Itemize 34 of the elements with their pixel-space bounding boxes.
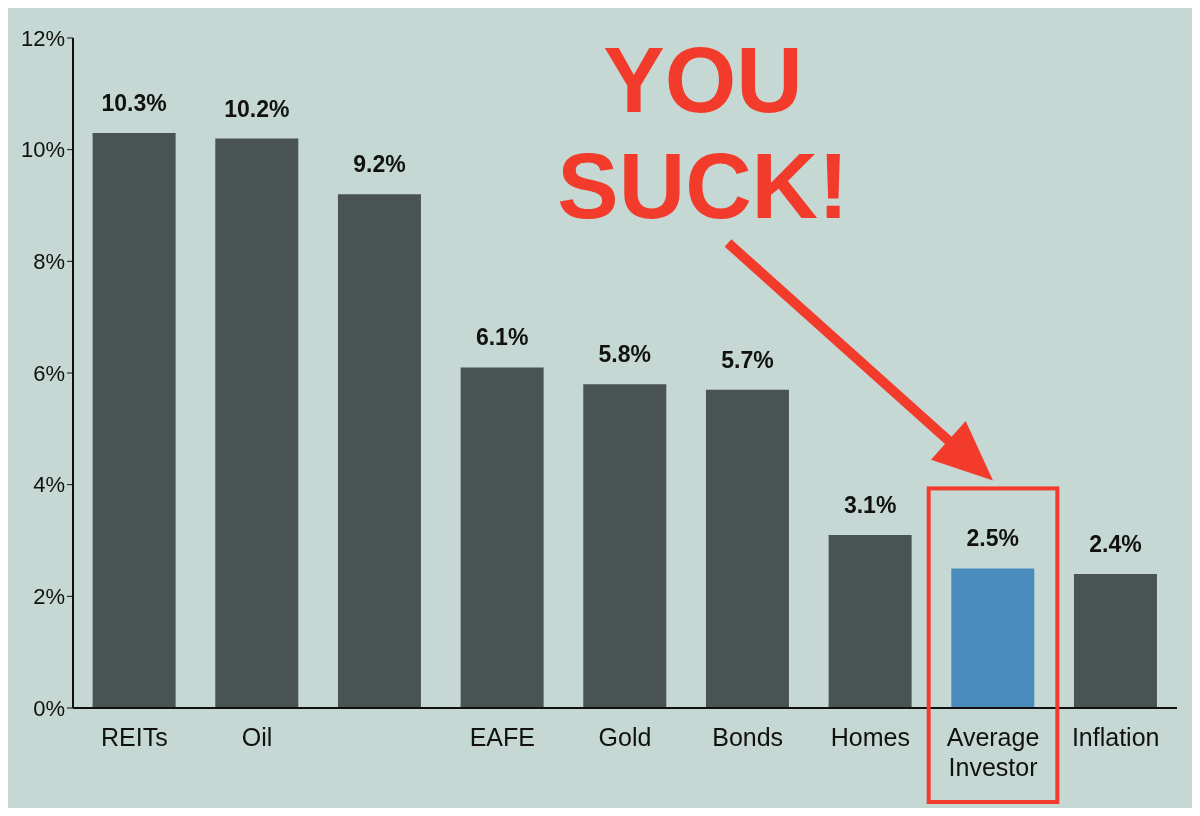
y-tick-label: 10% [20, 137, 65, 163]
y-tick-label: 4% [33, 472, 65, 498]
data-label: 5.7% [721, 346, 774, 373]
x-tick-label: Homes [830, 723, 910, 751]
bar [583, 384, 667, 708]
x-tick-label: Average Investor [946, 723, 1040, 781]
data-label: 3.1% [843, 491, 897, 518]
data-label: 10.2% [224, 95, 290, 122]
x-tick-label: Bonds [712, 723, 784, 751]
bar [215, 138, 299, 708]
y-tick-label: 12% [20, 25, 65, 51]
x-tick-label: Inflation [1071, 723, 1160, 751]
bar [828, 534, 912, 708]
bar [1073, 574, 1157, 708]
data-label: 2.5% [966, 525, 1020, 552]
x-tick-label: REITs [100, 723, 168, 751]
data-label: 6.1% [475, 324, 529, 351]
y-tick-label: 8% [33, 249, 65, 275]
bar [337, 194, 421, 708]
y-tick-label: 2% [33, 584, 65, 610]
data-label: 5.8% [598, 341, 652, 368]
x-tick-label: Gold [598, 723, 652, 751]
data-label: 2.4% [1089, 531, 1142, 557]
bar [951, 568, 1035, 708]
data-label: 9.2% [353, 151, 406, 178]
x-tick-label: Oil [241, 723, 273, 751]
y-tick-label: 0% [33, 695, 65, 721]
y-tick-label: 6% [33, 360, 65, 386]
data-label: 10.3% [101, 89, 167, 116]
bar [92, 132, 176, 708]
annotation: YOU SUCK! [556, 28, 850, 239]
x-tick-label: EAFE [469, 723, 535, 751]
bar [460, 367, 544, 708]
bar [705, 389, 789, 708]
